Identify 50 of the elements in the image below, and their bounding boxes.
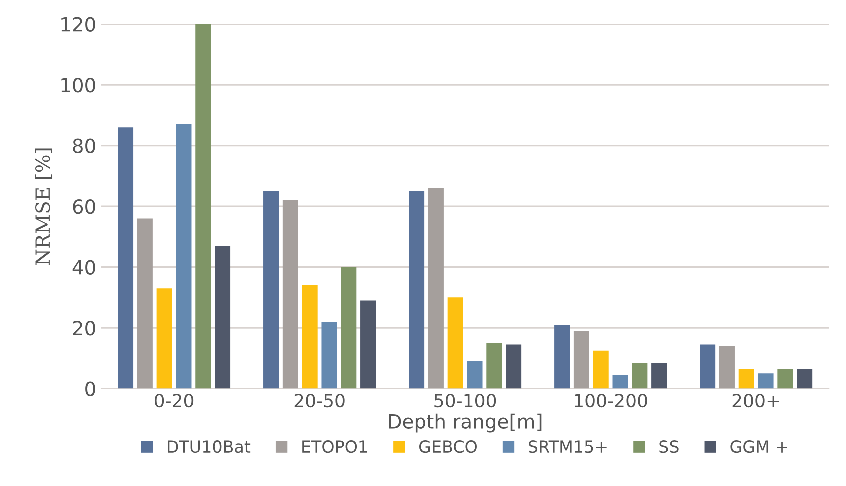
bar — [574, 331, 590, 389]
bar — [264, 191, 280, 389]
bar — [118, 128, 134, 389]
bar — [719, 346, 735, 389]
legend-label: DTU10Bat — [168, 440, 251, 454]
bar — [322, 322, 338, 389]
bar — [467, 361, 483, 389]
bar — [156, 288, 172, 389]
y-axis-title: NRMSE [%] — [35, 148, 53, 266]
legend-label: SS — [660, 440, 679, 454]
bar — [196, 24, 212, 389]
bar — [700, 344, 716, 389]
bar — [360, 300, 376, 389]
x-tick-label: 100-200 — [575, 394, 648, 408]
bar — [612, 375, 628, 389]
y-tick-label: 100 — [62, 78, 96, 93]
bar — [652, 362, 668, 389]
y-tick-label: 0 — [86, 382, 96, 396]
bar — [215, 246, 231, 389]
legend-label: SRTM15+ — [529, 440, 607, 454]
bar — [282, 200, 298, 389]
bar — [428, 188, 444, 389]
x-tick-label: 200+ — [732, 394, 780, 408]
bar — [506, 344, 522, 389]
bar — [176, 124, 192, 389]
bar — [593, 350, 609, 389]
legend-label: GGM + — [730, 440, 788, 454]
bar — [302, 286, 318, 389]
x-tick-label: 20-50 — [294, 394, 345, 408]
bar — [738, 369, 754, 389]
y-tick-label: 40 — [72, 260, 96, 275]
bar — [486, 343, 502, 389]
legend-label: GEBCO — [420, 440, 477, 454]
bar — [778, 369, 794, 389]
bar — [758, 374, 774, 389]
legend-label: ETOPO1 — [302, 440, 368, 454]
x-tick-label: 0-20 — [154, 394, 194, 408]
y-tick-label: 60 — [73, 200, 96, 214]
bar — [409, 191, 425, 389]
bar — [137, 218, 153, 389]
y-tick-label: 120 — [62, 17, 96, 32]
bar — [341, 267, 357, 389]
y-tick-label: 80 — [73, 138, 96, 154]
y-tick-label: 20 — [73, 321, 96, 336]
bar — [554, 325, 570, 389]
x-tick-label: 50-100 — [434, 394, 496, 408]
bar — [448, 298, 464, 389]
x-axis-title: Depth range[m] — [389, 414, 542, 433]
bar — [632, 362, 648, 389]
bar — [797, 369, 813, 389]
